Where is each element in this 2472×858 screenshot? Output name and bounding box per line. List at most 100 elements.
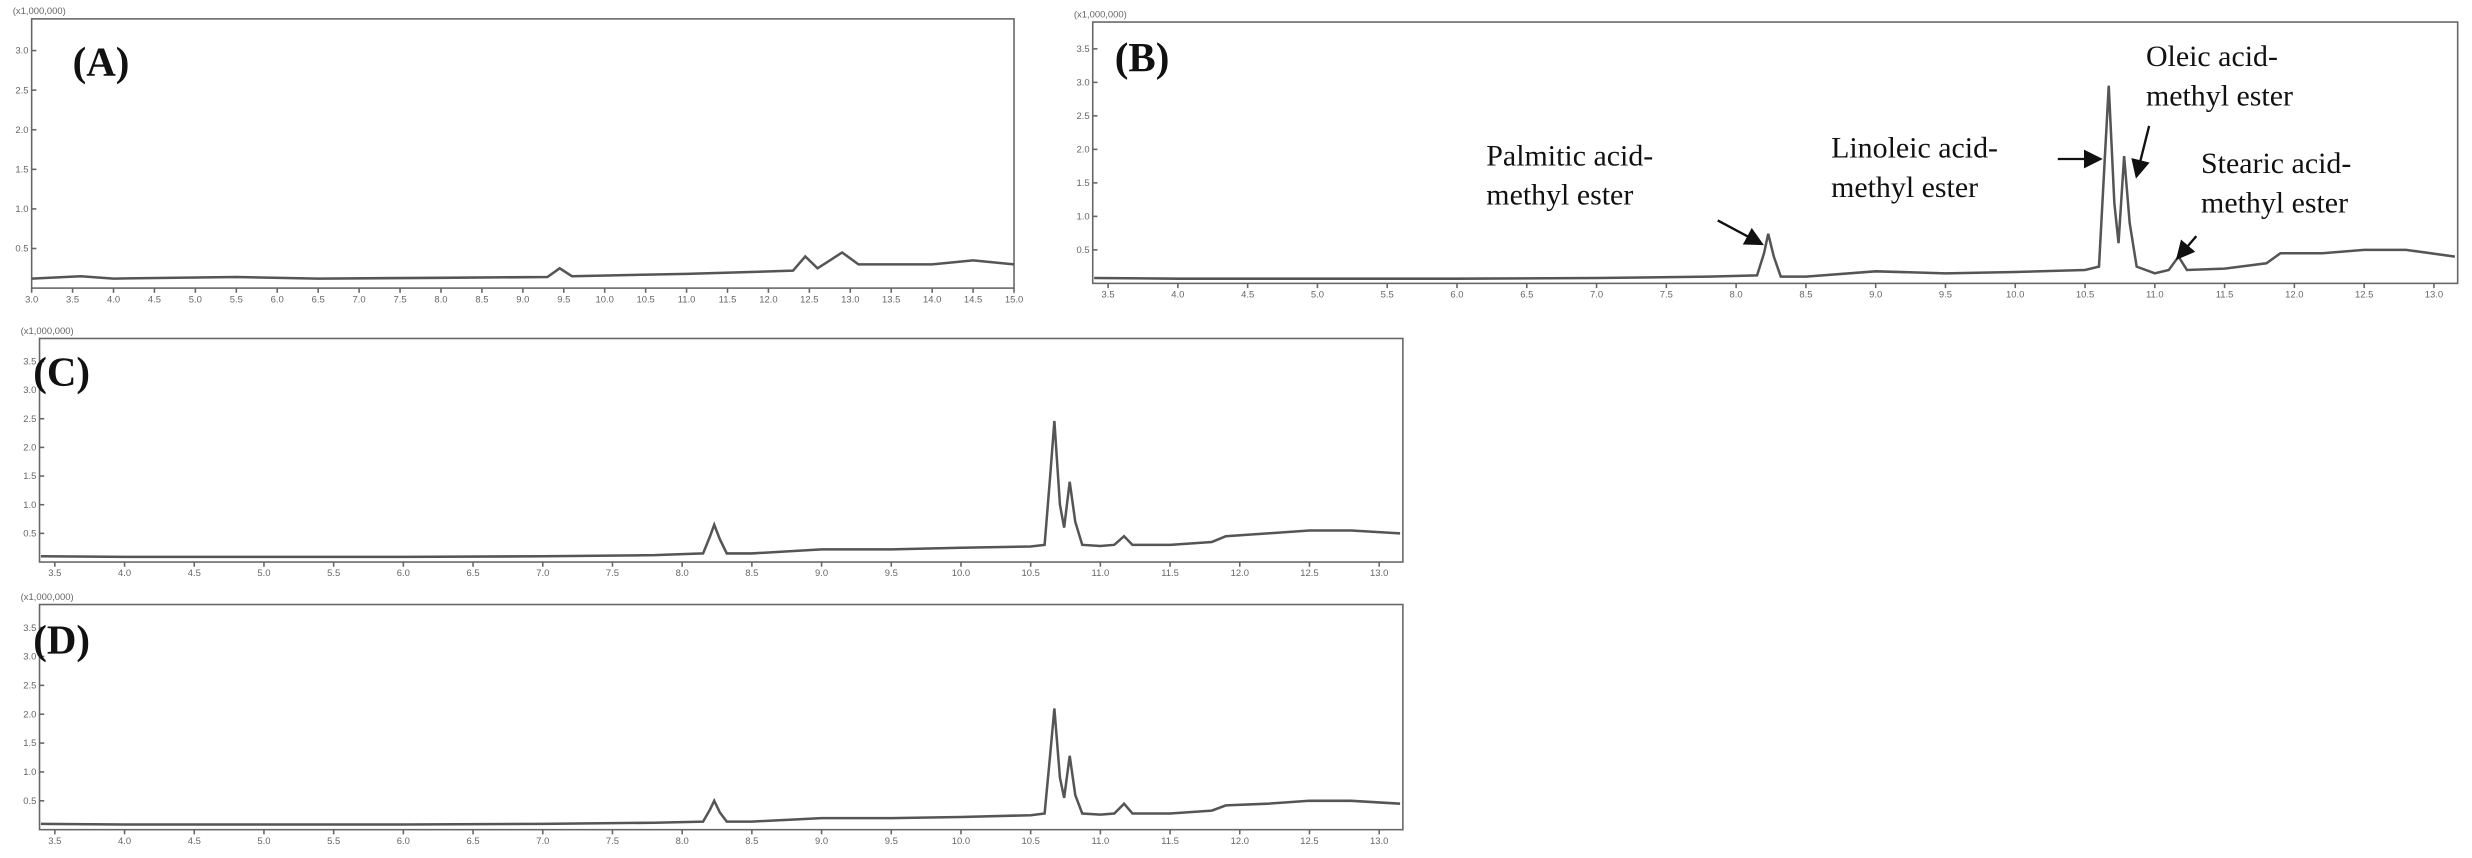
x-tick-label: 12.0 (759, 294, 777, 305)
y-tick-label: 3.5 (23, 357, 36, 368)
annotation-arrow (2175, 235, 2198, 260)
x-tick-label: 5.5 (327, 836, 340, 847)
x-tick-label: 8.5 (1799, 290, 1812, 301)
annotation-arrow (2131, 125, 2151, 179)
y-tick-label: 3.0 (15, 46, 28, 57)
x-tick-label: 7.5 (606, 836, 619, 847)
y-tick-label: 3.0 (23, 385, 36, 396)
x-tick-label: 3.5 (48, 836, 61, 847)
x-tick-label: 6.5 (1520, 290, 1533, 301)
annotation: methyl ester (2146, 79, 2293, 112)
plot-frame (38, 603, 1404, 831)
y-tick-label: 3.0 (1076, 77, 1089, 88)
annotation: Stearic acid- (2201, 147, 2351, 180)
y-tick-label: 3.5 (23, 623, 36, 634)
x-tick-label: 12.5 (800, 294, 818, 305)
x-tick-label: 6.0 (397, 836, 410, 847)
y-tick-label: 1.0 (15, 204, 28, 215)
x-tick-label: 13.0 (841, 294, 859, 305)
y-tick-label: 1.0 (1076, 212, 1089, 223)
x-tick-label: 6.5 (467, 836, 480, 847)
x-tick-label: 10.5 (1021, 568, 1039, 579)
x-tick-label: 3.5 (48, 568, 61, 579)
chromatogram-line (40, 708, 1401, 826)
x-tick-label: 7.5 (393, 294, 406, 305)
x-tick-label: 9.5 (885, 836, 898, 847)
x-tick-label: 15.0 (1005, 294, 1023, 305)
x-tick-label: 11.5 (2216, 290, 2234, 301)
x-tick-label: 4.5 (188, 568, 201, 579)
x-tick-label: 7.0 (536, 836, 549, 847)
annotation-arrow (1717, 219, 1764, 246)
x-tick-label: 5.5 (327, 568, 340, 579)
x-tick-label: 13.0 (1370, 836, 1388, 847)
x-tick-label: 9.0 (1869, 290, 1882, 301)
annotation: Linoleic acid- (1831, 131, 1998, 164)
annotation: methyl ester (2201, 187, 2348, 220)
y-tick-label: 2.0 (23, 709, 36, 720)
y-tick-label: 1.5 (23, 471, 36, 482)
x-tick-label: 12.0 (1231, 836, 1249, 847)
annotation: methyl ester (1486, 179, 1633, 212)
x-tick-label: 10.5 (1021, 836, 1039, 847)
panel-title: (B) (1115, 35, 1170, 80)
x-tick-label: 5.5 (1381, 290, 1394, 301)
x-tick-label: 5.0 (257, 836, 270, 847)
x-tick-label: 5.0 (189, 294, 202, 305)
y-tick-label: 1.5 (1076, 178, 1089, 189)
x-tick-label: 4.0 (118, 568, 131, 579)
y-tick-label: 3.5 (1076, 44, 1089, 55)
x-tick-label: 8.0 (434, 294, 447, 305)
y-tick-label: 0.5 (1076, 245, 1089, 256)
y-tick-label: 2.0 (23, 443, 36, 454)
x-tick-label: 7.5 (1660, 290, 1673, 301)
panel-title: (D) (33, 617, 90, 662)
y-tick-label: 1.0 (23, 767, 36, 778)
x-tick-label: 10.0 (2006, 290, 2024, 301)
plot-frame (38, 337, 1404, 563)
x-tick-label: 13.0 (1370, 568, 1388, 579)
x-tick-label: 3.5 (1102, 290, 1115, 301)
x-tick-label: 5.0 (257, 568, 270, 579)
x-tick-label: 14.5 (964, 294, 982, 305)
x-tick-label: 10.5 (636, 294, 654, 305)
x-tick-label: 6.0 (271, 294, 284, 305)
x-tick-label: 12.0 (2285, 290, 2303, 301)
chromatogram-line (1094, 85, 2456, 280)
annotation: Oleic acid- (2146, 40, 2278, 73)
panel-title: (A) (73, 40, 130, 85)
x-tick-label: 5.0 (1311, 290, 1324, 301)
x-tick-label: 3.5 (66, 294, 79, 305)
x-tick-label: 10.5 (2076, 290, 2094, 301)
y-unit-label: (x1,000,000) (1074, 9, 1127, 20)
annotation: Palmitic acid- (1486, 139, 1653, 172)
x-tick-label: 7.5 (606, 568, 619, 579)
x-tick-label: 8.5 (475, 294, 488, 305)
x-tick-label: 8.5 (745, 568, 758, 579)
x-tick-label: 4.5 (188, 836, 201, 847)
x-tick-label: 11.0 (2146, 290, 2164, 301)
x-tick-label: 7.0 (1590, 290, 1603, 301)
x-tick-label: 10.0 (952, 836, 970, 847)
x-tick-label: 9.5 (1939, 290, 1952, 301)
x-tick-label: 7.0 (536, 568, 549, 579)
x-tick-label: 9.5 (885, 568, 898, 579)
x-tick-label: 13.0 (2425, 290, 2443, 301)
y-tick-label: 1.5 (15, 164, 28, 175)
x-tick-label: 9.0 (516, 294, 529, 305)
y-tick-label: 3.0 (23, 652, 36, 663)
x-tick-label: 7.0 (353, 294, 366, 305)
annotation: methyl ester (1831, 171, 1978, 204)
x-tick-label: 10.0 (952, 568, 970, 579)
panel-title: (C) (33, 350, 90, 395)
x-tick-label: 12.5 (1300, 836, 1318, 847)
y-tick-label: 1.0 (23, 500, 36, 511)
y-tick-label: 2.0 (15, 125, 28, 136)
plot-frame (1091, 21, 2459, 285)
x-tick-label: 12.5 (2355, 290, 2373, 301)
x-tick-label: 8.5 (745, 836, 758, 847)
x-tick-label: 10.0 (596, 294, 614, 305)
x-tick-label: 4.5 (148, 294, 161, 305)
